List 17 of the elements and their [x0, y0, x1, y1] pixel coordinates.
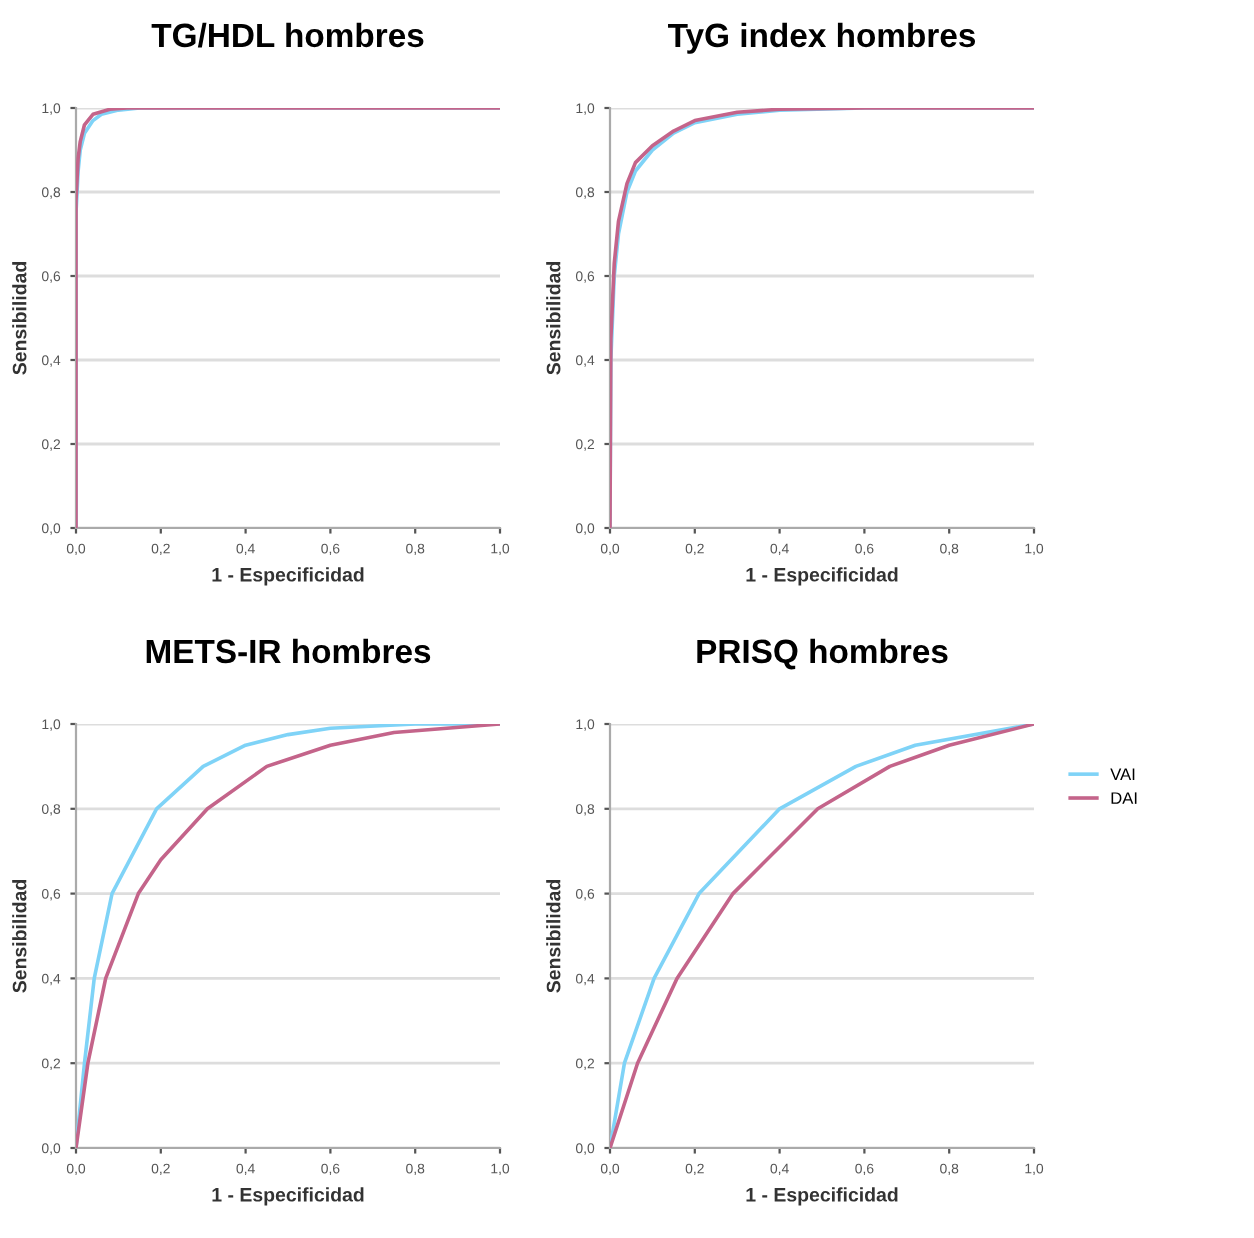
- line-series: [610, 108, 1034, 528]
- y-axis-title: Sensibilidad: [546, 262, 561, 375]
- x-axis-title: 1 - Especificidad: [746, 567, 898, 586]
- legend-label: DAI: [1111, 792, 1137, 804]
- legend-label: VAI: [1110, 768, 1135, 780]
- chart-title: TG/HDL hombres: [151, 22, 424, 48]
- x-axis-title: 1 - Especificidad: [746, 1187, 898, 1206]
- x-axis-title: 1 - Especificidad: [212, 1187, 364, 1206]
- x-axis-title: 1 - Especificidad: [212, 567, 364, 586]
- y-axis-title: Sensibilidad: [12, 262, 27, 375]
- line-series: [610, 724, 1034, 1148]
- y-axis-title: Sensibilidad: [12, 880, 27, 993]
- chart-title: PRISQ hombres: [697, 638, 948, 670]
- chart-title: TyG index hombres: [668, 22, 976, 54]
- chart-title: METS-IR hombres: [146, 638, 431, 664]
- line-series: [76, 724, 500, 1148]
- y-axis-title: Sensibilidad: [546, 880, 561, 993]
